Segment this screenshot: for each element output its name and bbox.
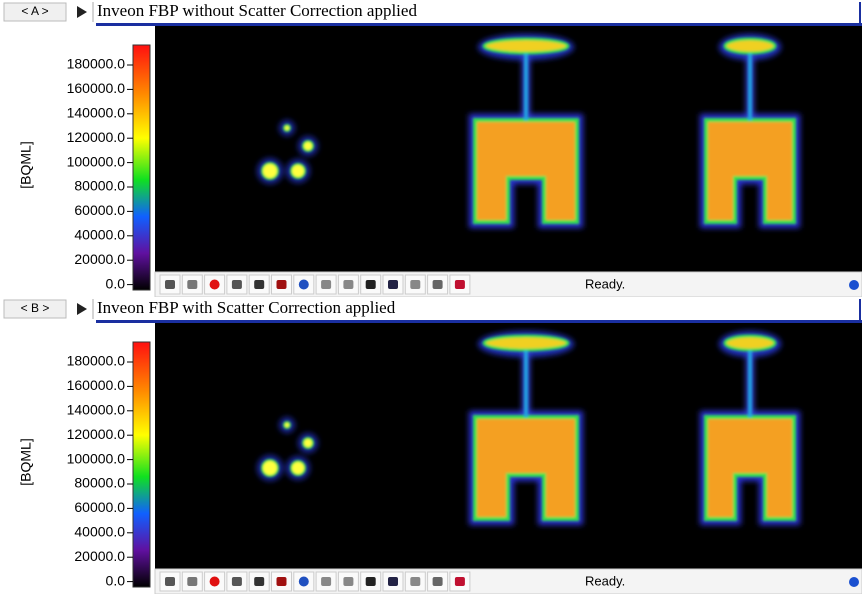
status-text: Ready. [585,276,625,291]
viewer: < A > Inveon FBP without Scatter Correcti… [0,0,862,594]
colorbar-tick-label: 80000.0 [74,178,125,194]
colorbar-label: [BQML] [18,141,34,188]
status-text: Ready. [585,573,625,588]
colorbar-tick-label: 100000.0 [67,450,126,466]
colorbar-tick-label: 180000.0 [67,56,126,72]
scroll-button[interactable] [849,577,859,587]
colorbar-tick-label: 40000.0 [74,524,125,540]
colorbar-tick-label: 160000.0 [67,80,126,96]
colorbar-tick-label: 80000.0 [74,475,125,491]
title-underline [96,23,862,26]
panel-title: Inveon FBP with Scatter Correction appli… [97,298,396,317]
colorbar-tick-label: 180000.0 [67,353,126,369]
colorbar-tick-label: 60000.0 [74,202,125,218]
colorbar-tick-label: 100000.0 [67,153,126,169]
colorbar-tick-label: 0.0 [106,572,126,588]
colorbar-tick-label: 0.0 [106,275,126,291]
colorbar-tick-label: 20000.0 [74,251,125,267]
colorbar-tick-label: 120000.0 [67,129,126,145]
tab-label: < B > [21,301,50,315]
title-underline [96,320,862,323]
panel-title: Inveon FBP without Scatter Correction ap… [97,1,417,20]
viewer-panel: < B > Inveon FBP with Scatter Correction … [0,297,862,594]
colorbar-tick-label: 140000.0 [67,105,126,121]
viewer-panel: < A > Inveon FBP without Scatter Correcti… [0,0,862,297]
colorbar-label: [BQML] [18,438,34,485]
colorbar [133,45,150,290]
colorbar-tick-label: 60000.0 [74,499,125,515]
colorbar-tick-label: 140000.0 [67,402,126,418]
tab-label: < A > [21,4,48,18]
colorbar [133,342,150,587]
colorbar-tick-label: 40000.0 [74,227,125,243]
scroll-button[interactable] [849,280,859,290]
colorbar-tick-label: 120000.0 [67,426,126,442]
colorbar-tick-label: 20000.0 [74,548,125,564]
colorbar-tick-label: 160000.0 [67,377,126,393]
